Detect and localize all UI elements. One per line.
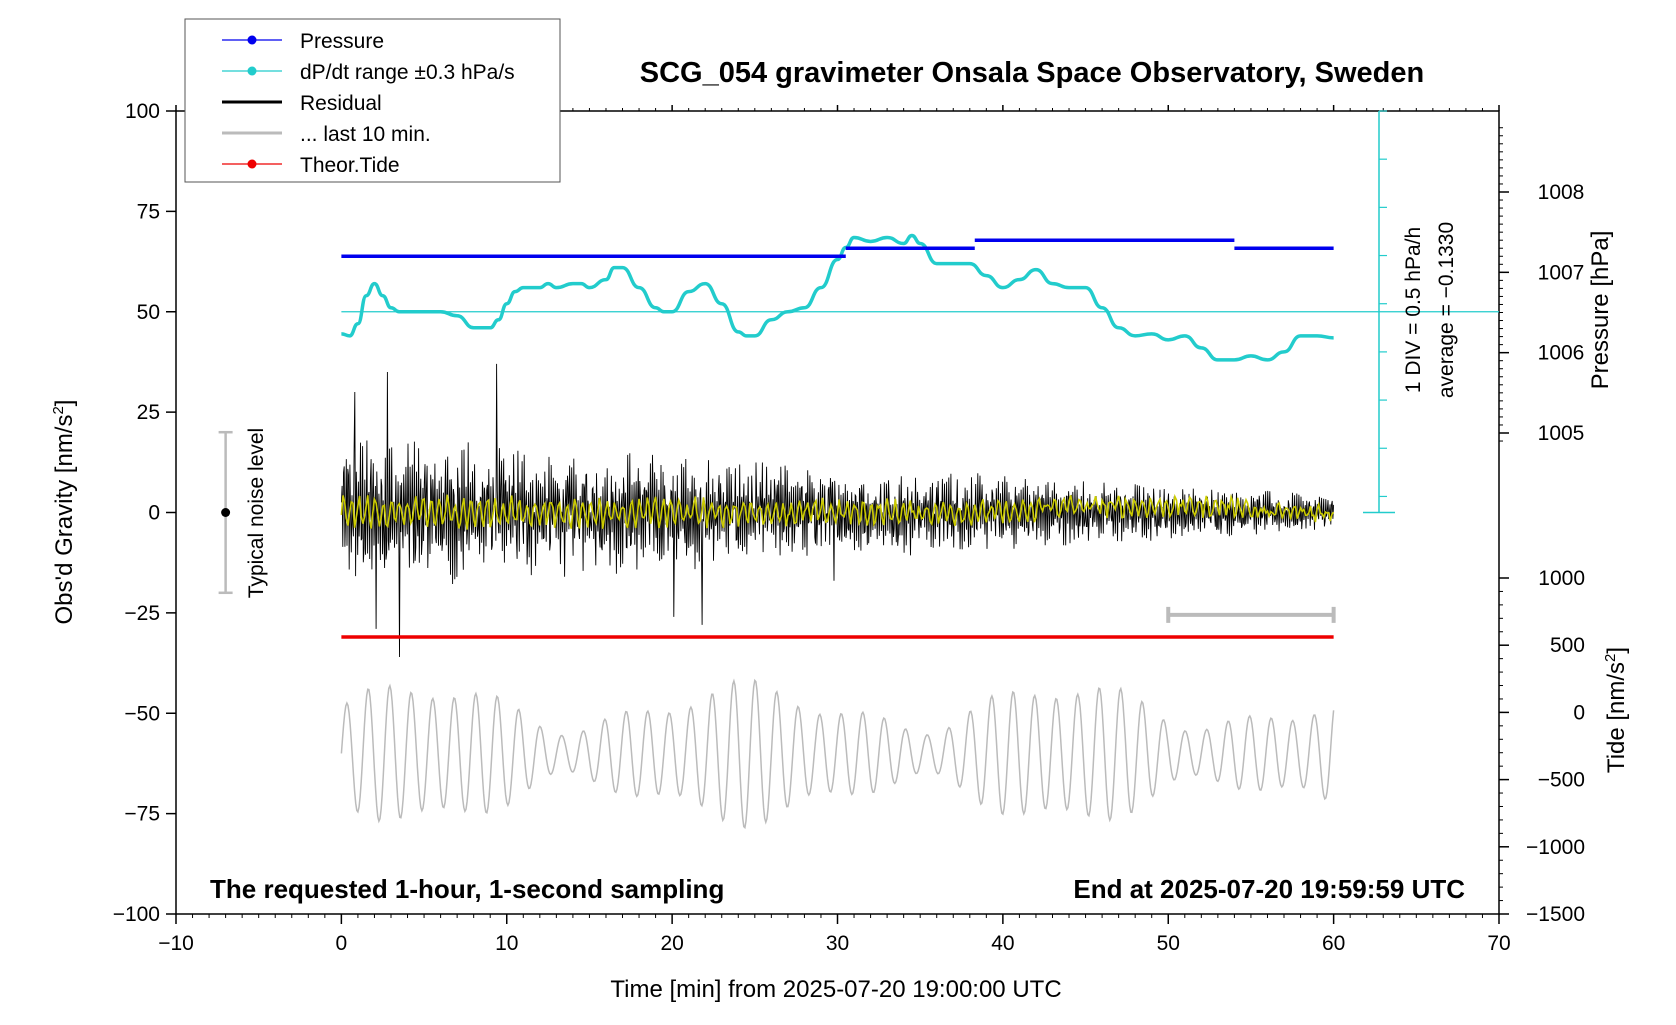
noise-level-center <box>221 508 231 517</box>
y-tick-label: 50 <box>137 301 160 324</box>
y-tick-label: 25 <box>137 401 160 424</box>
x-tick-label: 40 <box>991 932 1014 955</box>
y-axis-title-tide-sup: 2 <box>1602 654 1619 662</box>
y-tick-label: −25 <box>124 602 160 625</box>
pressure-tick-label: 1005 <box>1538 422 1585 445</box>
legend-marker <box>247 66 257 76</box>
residual-line <box>340 363 1335 658</box>
residual-smoothed-line <box>340 493 1335 530</box>
x-axis-title: Time [min] from 2025-07-20 19:00:00 UTC <box>610 976 1061 1003</box>
chart-title: SCG_054 gravimeter Onsala Space Observat… <box>640 57 1424 89</box>
tide-tick-label: 500 <box>1550 634 1585 657</box>
y-axis-gravity: 100 75 50 25 0 −25 −50 −75 −100 <box>113 100 176 926</box>
legend-marker <box>247 159 257 169</box>
y-axis-title-gravity-main: Obs'd Gravity [nm/s <box>51 415 78 625</box>
x-tick-label: 0 <box>336 932 348 955</box>
y-axis-title-gravity: Obs'd Gravity [nm/s2] <box>50 400 78 625</box>
legend-label: Pressure <box>300 30 384 53</box>
footer-end-time: End at 2025-07-20 19:59:59 UTC <box>1073 874 1465 904</box>
average-note: average = −0.1330 <box>1435 222 1458 398</box>
y-axis-pressure: 1008 1007 1006 1005 <box>1499 181 1584 445</box>
x-tick-label: 30 <box>826 932 849 955</box>
y-tick-label: 75 <box>137 200 160 223</box>
y-axis-title-tide: Tide [nm/s2] <box>1602 647 1630 773</box>
tide-tick-label: 0 <box>1573 701 1585 724</box>
x-tick-label: 70 <box>1487 932 1510 955</box>
residual-series <box>340 363 1335 658</box>
y-axis-title-gravity-end: ] <box>51 400 78 407</box>
y-tick-label: 100 <box>125 100 160 123</box>
noise-level-label: Typical noise level <box>245 428 268 598</box>
footer-sampling-note: The requested 1-hour, 1-second sampling <box>210 874 724 904</box>
y-tick-label: 0 <box>148 502 160 525</box>
last-10-min-line <box>340 678 1335 830</box>
x-tick-label: 10 <box>495 932 518 955</box>
pressure-series <box>341 238 1334 259</box>
x-tick-label: −10 <box>158 932 194 955</box>
legend-label: Residual <box>300 92 382 115</box>
y-tick-label: −50 <box>124 702 160 725</box>
legend-marker <box>247 35 257 45</box>
noise-level-indicator <box>218 430 233 595</box>
legend-label: ... last 10 min. <box>300 123 431 146</box>
y-tick-label: −100 <box>113 903 160 926</box>
legend-label: dP/dt range ±0.3 hPa/s <box>300 61 515 84</box>
tide-tick-label: −500 <box>1538 769 1585 792</box>
tide-tick-label: −1500 <box>1526 903 1585 926</box>
x-tick-label: 60 <box>1322 932 1345 955</box>
y-axis-tide: 1000 500 0 −500 −1000 −1500 <box>1499 567 1585 926</box>
last-10-min-bar <box>1166 606 1336 623</box>
pressure-tick-label: 1006 <box>1538 342 1585 365</box>
y-tick-label: −75 <box>124 803 160 826</box>
y-axis-title-pressure: Pressure [hPa] <box>1587 231 1614 390</box>
residual-smoothed-series <box>340 493 1335 530</box>
y-axis-title-tide-end: ] <box>1603 647 1630 654</box>
pressure-tick-label: 1007 <box>1538 261 1585 284</box>
legend: Pressure dP/dt range ±0.3 hPa/s Residual..… <box>184 18 561 183</box>
x-tick-label: 20 <box>660 932 683 955</box>
x-tick-label: 50 <box>1157 932 1180 955</box>
legend-label: Theor.Tide <box>300 154 400 177</box>
tide-tick-label: 1000 <box>1538 567 1585 590</box>
dpdt-line <box>341 233 1334 362</box>
scale-note: 1 DIV = 0.5 hPa/h <box>1402 227 1425 393</box>
last-10-min-series <box>340 678 1335 830</box>
tide-tick-label: −1000 <box>1526 836 1585 859</box>
x-axis: −10 0 10 20 30 40 50 60 70 <box>158 105 1511 955</box>
y-axis-title-tide-main: Tide [nm/s <box>1603 662 1630 773</box>
pressure-tick-label: 1008 <box>1538 181 1585 204</box>
dpdt-series <box>341 233 1334 362</box>
y-axis-title-gravity-sup: 2 <box>50 406 67 414</box>
